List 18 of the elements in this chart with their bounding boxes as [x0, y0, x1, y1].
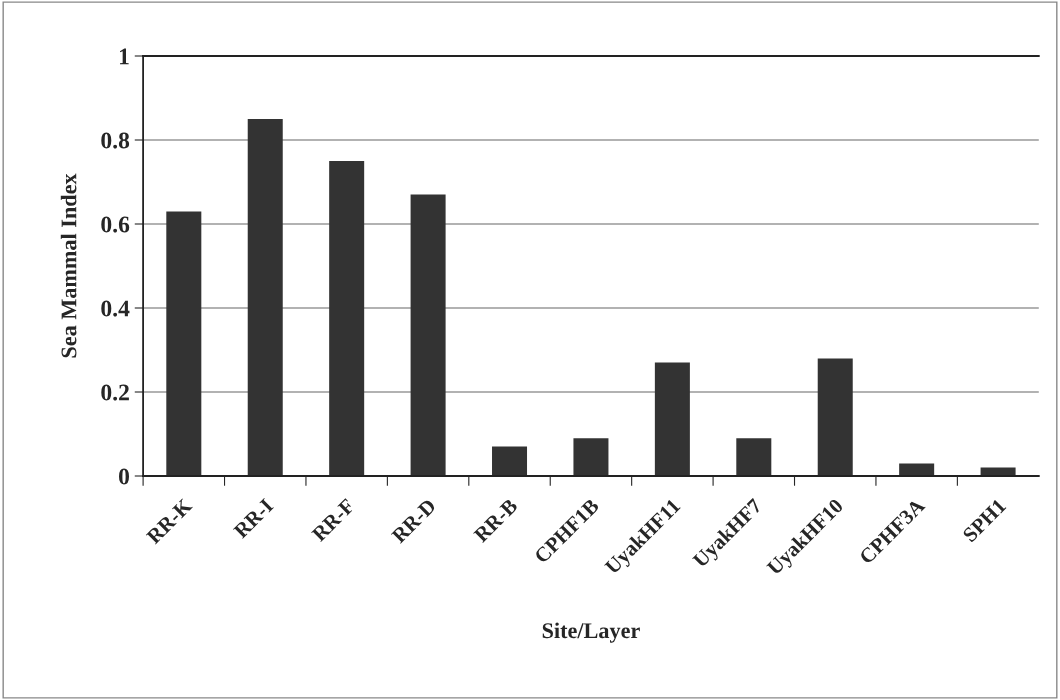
y-tick-label: 1: [119, 48, 129, 65]
y-axis-title: Sea Mammal Index: [60, 173, 77, 358]
y-tick-label: 0.6: [101, 216, 130, 233]
bar: [410, 194, 446, 476]
x-axis-title: Site/Layer: [542, 622, 640, 643]
bar: [899, 463, 935, 476]
bar: [654, 362, 690, 476]
bar: [329, 161, 365, 476]
bar: [573, 438, 609, 476]
bar: [817, 358, 853, 476]
bar: [492, 446, 528, 476]
y-tick-label: 0.4: [101, 300, 130, 317]
bar: [736, 438, 772, 476]
bar: [247, 119, 283, 476]
y-tick-label: 0.8: [101, 132, 130, 149]
bar: [166, 211, 202, 476]
y-tick-label: 0.2: [101, 384, 129, 401]
y-tick-label: 0: [119, 468, 130, 485]
